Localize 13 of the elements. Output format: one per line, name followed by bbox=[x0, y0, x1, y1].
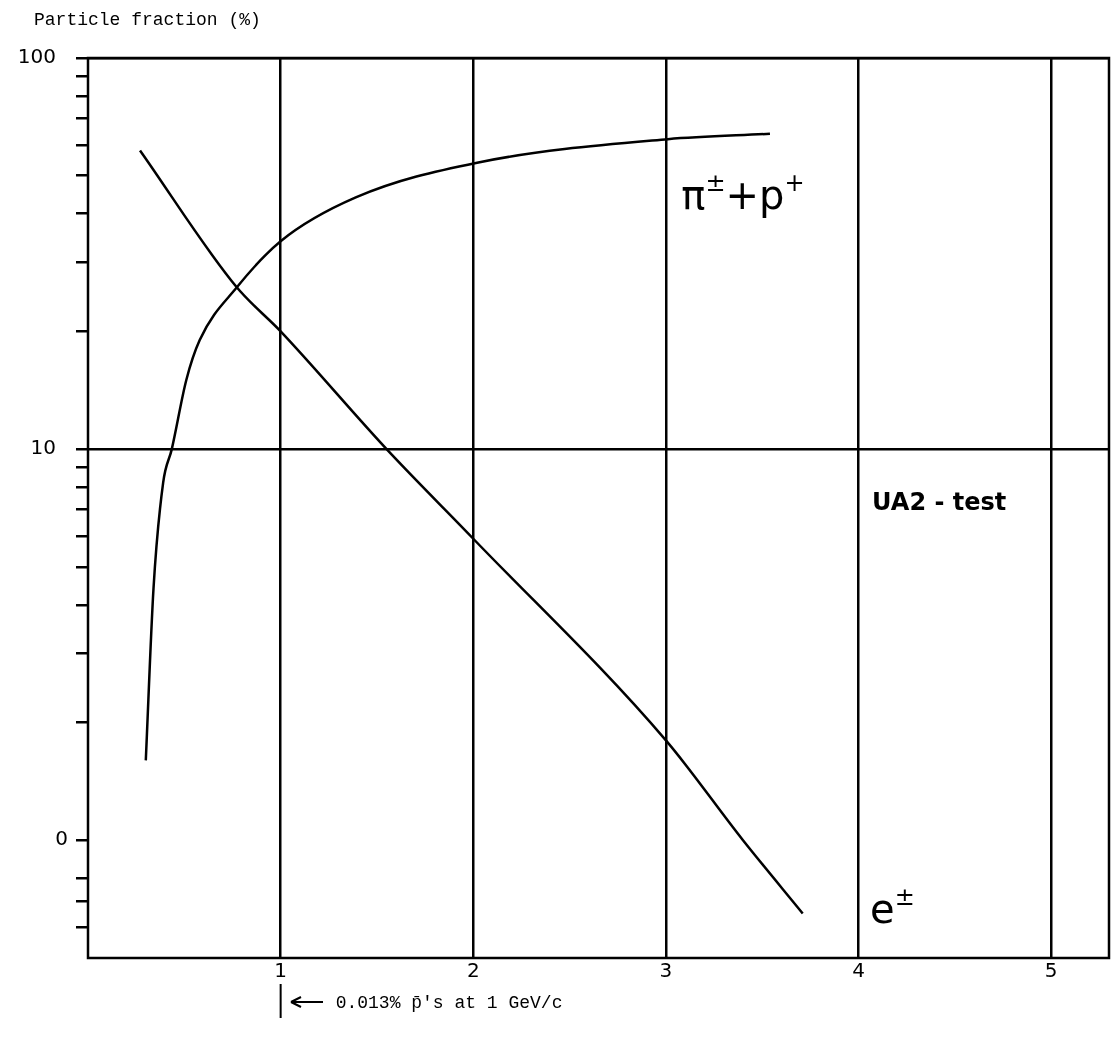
y-tick-label: 10 bbox=[30, 435, 56, 460]
annotation: UA2 - test bbox=[872, 487, 1007, 516]
series-label: e± bbox=[870, 883, 915, 933]
x-tick-label: 4 bbox=[852, 958, 865, 983]
text: 0 bbox=[55, 826, 68, 851]
series-label: π±+p+ bbox=[681, 168, 805, 218]
x-tick-label: 1 bbox=[274, 958, 288, 983]
y-axis-title: Particle fraction (%) bbox=[34, 10, 261, 30]
x-tick-label: 3 bbox=[659, 958, 673, 983]
x-tick-label: 5 bbox=[1044, 958, 1058, 983]
y-tick-label: 100 bbox=[17, 44, 56, 69]
x-tick-label: 2 bbox=[466, 958, 480, 983]
text: 0.013% p̄'s at 1 GeV/c bbox=[335, 993, 563, 1013]
